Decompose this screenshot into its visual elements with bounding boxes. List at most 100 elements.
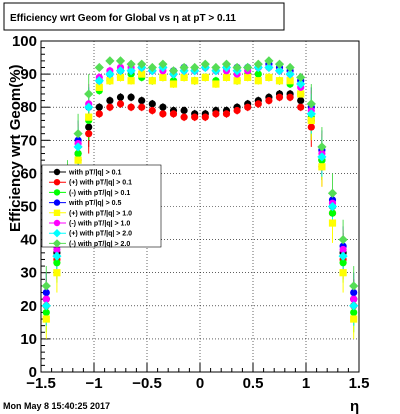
x-tick-label: 0 — [196, 375, 204, 392]
data-point — [201, 73, 209, 82]
x-tick-label: −1.5 — [26, 375, 56, 392]
data-point — [85, 123, 93, 131]
y-axis-label: Efficiency wrt Geom(%) — [7, 64, 24, 232]
legend-label: (+) with pT/|q| > 0.1 — [69, 180, 132, 187]
data-point — [106, 77, 114, 85]
data-point — [338, 235, 348, 245]
data-point — [253, 59, 263, 69]
data-point — [148, 100, 156, 108]
data-point — [169, 80, 178, 88]
data-point — [286, 93, 294, 101]
data-point — [222, 110, 231, 118]
data-point — [264, 62, 274, 73]
data-point — [243, 62, 253, 73]
data-point — [179, 62, 189, 73]
data-point — [180, 113, 188, 121]
data-point — [200, 59, 210, 69]
data-point — [222, 73, 231, 82]
x-tick-label: −1 — [85, 375, 102, 392]
x-tick-label: 0.5 — [243, 375, 264, 392]
y-tick-label: 30 — [20, 265, 37, 282]
data-point — [42, 288, 50, 297]
data-point — [338, 251, 348, 261]
data-point — [84, 89, 94, 99]
data-point — [221, 59, 232, 69]
y-tick-label: 10 — [20, 331, 37, 348]
x-axis-label: η — [350, 398, 359, 414]
data-point — [232, 62, 242, 73]
legend-label: (-) with pT/|q| > 1.0 — [69, 221, 130, 228]
data-point — [85, 130, 93, 138]
y-tick-label: 20 — [20, 298, 37, 315]
y-tick-label: 70 — [20, 132, 37, 149]
legend-marker — [53, 199, 61, 206]
data-point — [212, 110, 220, 118]
data-point — [285, 69, 295, 79]
x-tick-label: 1 — [302, 375, 310, 392]
data-point — [350, 295, 358, 303]
data-point — [297, 103, 305, 111]
data-point — [307, 116, 315, 125]
data-point — [127, 93, 135, 101]
data-point — [106, 103, 114, 111]
legend-label: with pT/|q| > 0.5 — [68, 200, 121, 207]
data-point — [339, 269, 347, 277]
data-point — [126, 59, 136, 69]
data-point — [106, 96, 114, 105]
data-point — [327, 188, 338, 198]
data-point — [53, 245, 61, 254]
data-point — [169, 110, 178, 118]
data-point — [42, 315, 50, 323]
data-point — [105, 69, 115, 79]
data-point — [159, 110, 167, 118]
data-point — [74, 149, 82, 158]
data-point — [94, 62, 104, 73]
data-point — [264, 56, 274, 66]
data-point — [191, 77, 199, 85]
data-point — [137, 59, 147, 69]
data-point — [286, 77, 294, 85]
data-point — [327, 201, 338, 212]
legend-label: (-) with pT/|q| > 2.0 — [69, 241, 130, 248]
data-point — [53, 259, 61, 267]
data-point — [116, 100, 125, 108]
y-tick-label: 40 — [20, 232, 37, 249]
data-point — [339, 245, 347, 254]
data-point — [126, 66, 136, 76]
data-point — [212, 80, 220, 88]
data-point — [95, 103, 103, 111]
data-point — [349, 281, 359, 291]
data-point — [254, 70, 262, 78]
data-point — [85, 113, 93, 121]
legend-marker — [53, 189, 61, 196]
data-point — [318, 163, 326, 171]
chart-title: Efficiency wrt Geom for Global vs η at p… — [10, 13, 236, 24]
y-tick-label: 0 — [29, 364, 37, 381]
data-point — [350, 315, 358, 323]
data-point — [296, 72, 306, 83]
data-point — [180, 106, 188, 115]
data-point — [233, 77, 241, 85]
legend: with pT/|q| > 0.1 (+) with pT/|q| > 0.1 (-… — [41, 164, 162, 248]
data-point — [94, 76, 104, 86]
data-point — [317, 152, 327, 162]
data-point — [42, 308, 50, 317]
data-point — [115, 56, 126, 66]
data-point — [190, 62, 200, 73]
data-point — [53, 269, 61, 277]
data-point — [180, 73, 188, 82]
data-point — [84, 102, 94, 112]
data-point — [244, 73, 252, 82]
data-point — [285, 62, 295, 73]
data-point — [168, 66, 179, 76]
data-point — [116, 73, 125, 82]
legend-label: (+) with pT/|q| > 2.0 — [69, 231, 132, 238]
data-point — [41, 281, 51, 291]
data-point — [254, 100, 262, 108]
x-tick-label: −0.5 — [132, 375, 162, 392]
data-point — [350, 308, 358, 317]
data-point — [265, 73, 273, 82]
data-point — [307, 123, 315, 131]
data-point — [95, 110, 103, 118]
